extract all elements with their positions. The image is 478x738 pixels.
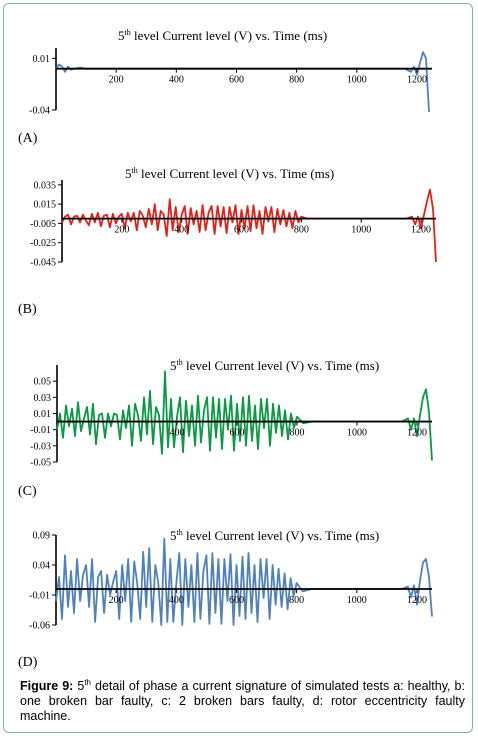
panel-b-y-tick-label: -0.045 xyxy=(30,258,56,269)
panel-b-x-tick-label: 1200 xyxy=(411,225,431,236)
panel-a-title: 5th level Current level (V) vs. Time (ms… xyxy=(118,28,327,43)
panel-c-label: (C) xyxy=(18,484,37,499)
panel-b-x-tick-label: 400 xyxy=(174,225,189,236)
panel-d-y-tick-label: -0.06 xyxy=(29,621,50,632)
panel-d: 5th level Current level (V) vs. Time (ms… xyxy=(18,528,433,670)
panel-b-series-line xyxy=(61,188,437,263)
panel-d-label: (D) xyxy=(18,655,38,670)
panel-b: 5th level Current level (V) vs. Time (ms… xyxy=(18,166,437,317)
panel-d-title: 5th level Current level (V) vs. Time (ms… xyxy=(170,528,379,543)
panel-b-y-tick-label: 0.035 xyxy=(34,180,57,191)
figure-caption: Figure 9: 5th detail of phase a current … xyxy=(20,677,465,724)
caption-label: Figure 9: xyxy=(20,679,74,693)
caption-text: detail of phase a current signature of s… xyxy=(20,679,465,723)
panel-c-y-tick-label: -0.03 xyxy=(30,441,51,452)
panel-a-y-tick-label: 0.01 xyxy=(33,54,51,65)
panel-a-x-tick-label: 400 xyxy=(169,75,184,86)
panel-d-y-tick-label: 0.04 xyxy=(33,561,51,572)
panel-d-x-tick-label: 400 xyxy=(169,595,184,606)
panel-c-y-tick-label: -0.01 xyxy=(30,425,51,436)
figure-charts: 5th level Current level (V) vs. Time (ms… xyxy=(18,28,437,670)
panel-d-x-tick-label: 1000 xyxy=(347,595,367,606)
panel-d-x-tick-label: 800 xyxy=(289,595,304,606)
panel-b-x-tick-label: 600 xyxy=(234,225,249,236)
panel-c-x-tick-label: 1200 xyxy=(407,428,427,439)
panel-a-y-tick-label: -0.04 xyxy=(29,106,50,117)
panel-b-x-tick-label: 800 xyxy=(294,225,309,236)
panel-a-x-tick-label: 600 xyxy=(229,75,244,86)
panel-d-x-tick-label: 600 xyxy=(229,595,244,606)
figure-frame xyxy=(3,3,473,733)
panel-b-y-tick-label: 0.015 xyxy=(34,200,57,211)
panel-a-label: (A) xyxy=(18,131,38,146)
panel-c-title: 5th level Current level (V) vs. Time (ms… xyxy=(170,358,379,373)
panel-a-x-tick-label: 800 xyxy=(289,75,304,86)
panel-b-label: (B) xyxy=(18,302,37,317)
panel-d-y-tick-label: 0.09 xyxy=(33,531,51,542)
panel-a: 5th level Current level (V) vs. Time (ms… xyxy=(18,28,432,146)
panel-d-x-tick-label: 1200 xyxy=(407,595,427,606)
panel-c-x-tick-label: 600 xyxy=(230,428,245,439)
caption-prefix: 5 xyxy=(73,679,85,693)
panel-d-y-tick-label: -0.01 xyxy=(29,591,50,602)
panel-b-x-tick-label: 200 xyxy=(114,225,129,236)
panel-d-x-tick-label: 200 xyxy=(109,595,124,606)
panel-a-x-tick-label: 1000 xyxy=(347,75,367,86)
panel-c-y-tick-label: 0.01 xyxy=(34,409,52,420)
panel-b-x-tick-label: 1000 xyxy=(351,225,371,236)
panel-c-y-tick-label: -0.05 xyxy=(30,458,51,469)
panel-c-y-tick-label: 0.03 xyxy=(34,393,52,404)
panel-b-y-tick-label: -0.025 xyxy=(30,238,56,249)
panel-c-series-line xyxy=(56,370,433,461)
panel-c: 5th level Current level (V) vs. Time (ms… xyxy=(18,358,433,499)
panel-c-x-tick-label: 1000 xyxy=(347,428,367,439)
panel-b-title: 5th level Current level (V) vs. Time (ms… xyxy=(125,166,334,181)
panel-d-series-line xyxy=(55,537,433,626)
panel-a-x-tick-label: 200 xyxy=(109,75,124,86)
panel-c-x-tick-label: 800 xyxy=(290,428,305,439)
caption-sup: th xyxy=(84,677,91,687)
panel-c-y-tick-label: 0.05 xyxy=(34,377,52,388)
panel-c-x-tick-label: 400 xyxy=(170,428,185,439)
panel-a-x-tick-label: 1200 xyxy=(407,75,427,86)
panel-b-y-tick-label: -0.005 xyxy=(30,219,56,230)
